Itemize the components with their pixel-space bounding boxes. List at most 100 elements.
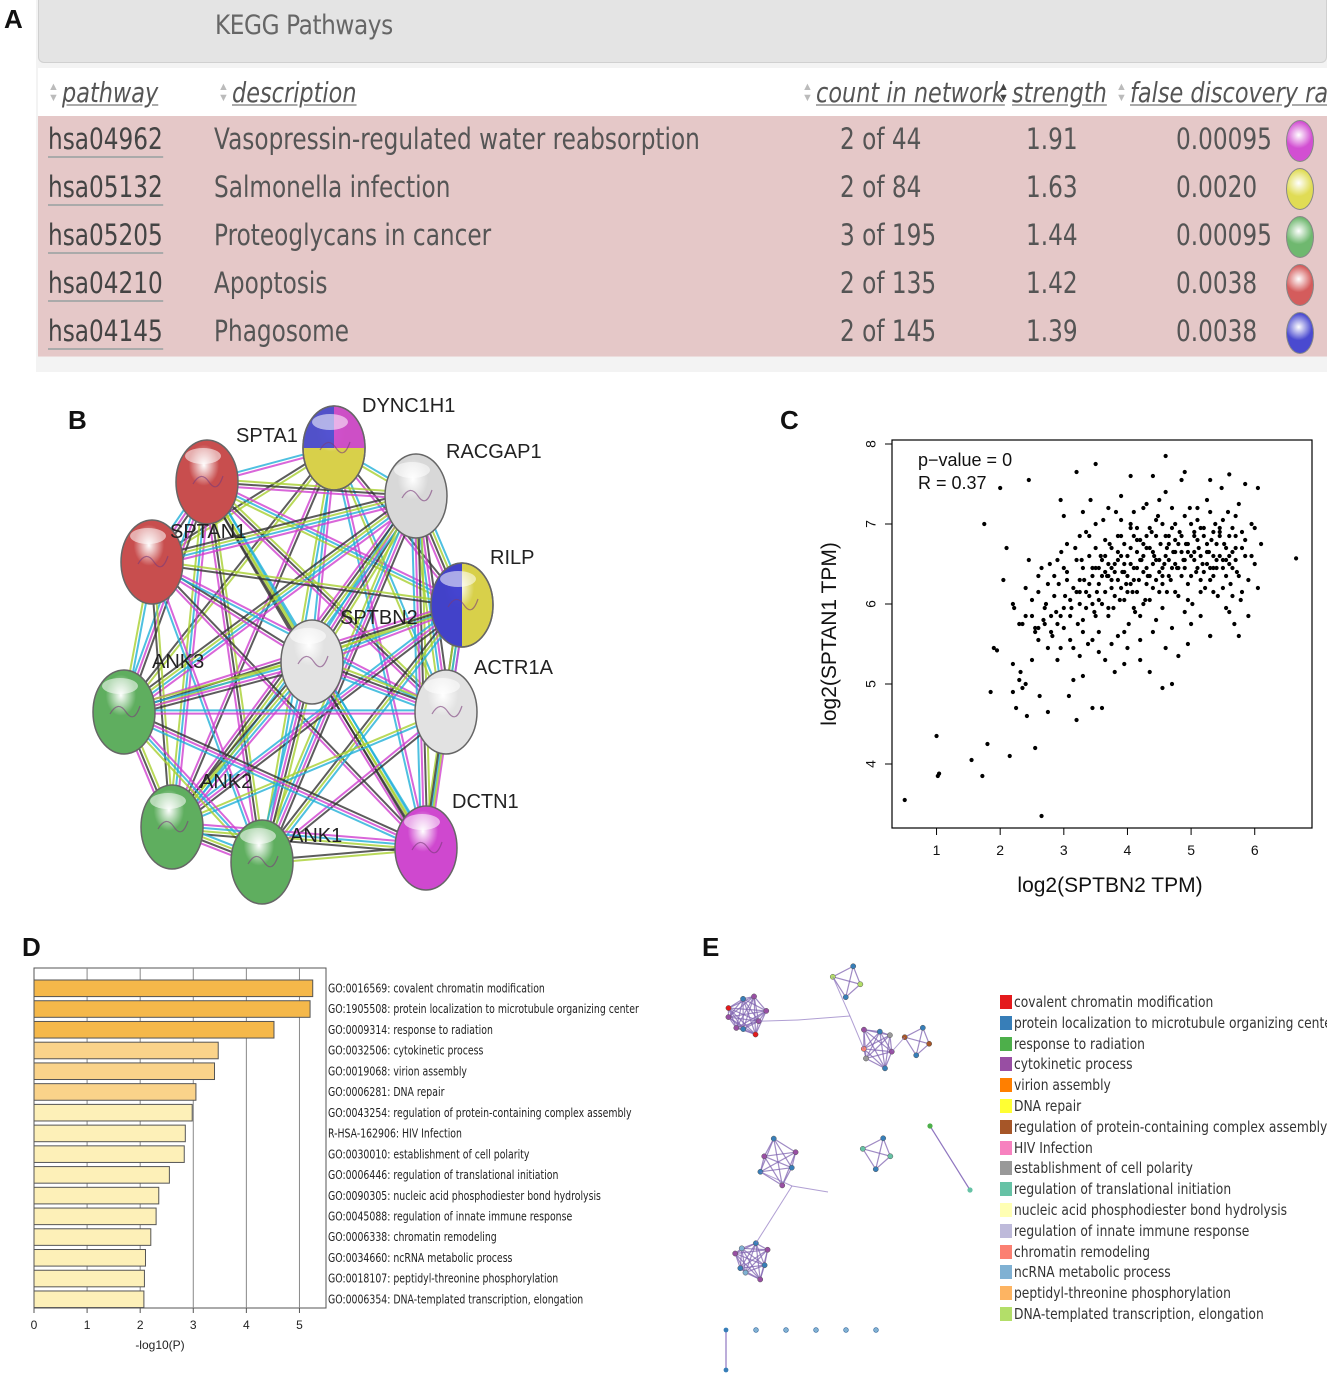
scatter-point: [1081, 618, 1085, 622]
scatter-point: [1132, 578, 1136, 582]
network-node: [861, 1046, 866, 1051]
scatter-point: [1122, 542, 1126, 546]
header-count[interactable]: count in network: [816, 76, 1005, 109]
network-node-actr1a[interactable]: [415, 670, 477, 754]
x-axis-label: -log10(P): [135, 1338, 184, 1352]
scatter-point: [1189, 574, 1193, 578]
network-node-label: SPTAN1: [170, 521, 246, 543]
scatter-point: [1081, 510, 1085, 514]
network-node-ank1[interactable]: [231, 820, 293, 904]
header-description[interactable]: description: [232, 76, 357, 109]
header-pathway[interactable]: pathway: [62, 76, 158, 109]
scatter-point: [1227, 534, 1231, 538]
pathway-id[interactable]: hsa05132: [48, 170, 163, 206]
scatter-point: [1189, 522, 1193, 526]
y-tick-label: 4: [863, 760, 879, 768]
sort-desc-icon[interactable]: ▲▼: [998, 82, 1009, 104]
scatter-point: [1164, 490, 1168, 494]
y-tick-label: 6: [863, 600, 879, 608]
pathway-id[interactable]: hsa04145: [48, 314, 163, 350]
bar: [34, 1229, 151, 1246]
network-node-label: RILP: [490, 547, 534, 569]
scatter-point: [1017, 622, 1021, 626]
scatter-point: [1216, 594, 1220, 598]
scatter-point: [1234, 558, 1238, 562]
scatter-point: [1160, 522, 1164, 526]
bar: [34, 1146, 184, 1163]
header-strength[interactable]: strength: [1012, 76, 1107, 109]
string-network: DYNC1H1SPTA1RACGAP1SPTAN1RILPSPTBN2ACTR1…: [80, 390, 640, 930]
network-node-spta1[interactable]: [176, 440, 238, 524]
bar: [34, 1125, 185, 1142]
scatter-point: [1027, 478, 1031, 482]
legend-swatch: [1000, 1057, 1012, 1071]
network-node-racgap1[interactable]: [385, 454, 447, 538]
scatter-point: [1214, 558, 1218, 562]
legend-swatch: [1000, 1182, 1012, 1196]
scatter-point: [1151, 562, 1155, 566]
scatter-point: [1043, 622, 1047, 626]
scatter-point: [1018, 670, 1022, 674]
sort-icon[interactable]: ▲▼: [48, 82, 59, 104]
network-node: [844, 1328, 849, 1333]
scatter-point: [1012, 606, 1016, 610]
pathway-id[interactable]: hsa04962: [48, 122, 163, 158]
scatter-point: [1176, 594, 1180, 598]
network-node: [967, 1187, 972, 1192]
network-node-dync1h1[interactable]: [303, 406, 365, 490]
scatter-point: [1129, 474, 1133, 478]
scatter-point: [1114, 510, 1118, 514]
scatter-point: [1130, 590, 1134, 594]
pathway-description: Salmonella infection: [214, 170, 450, 204]
header-fdr[interactable]: false discovery rate: [1130, 76, 1327, 109]
count-in-network: 2 of 145: [840, 314, 936, 348]
panel-label-a: A: [4, 4, 23, 35]
network-link: [798, 1016, 850, 1020]
scatter-point: [1062, 514, 1066, 518]
scatter-point: [1095, 590, 1099, 594]
scatter-point: [1200, 562, 1204, 566]
x-tick-label: 5: [296, 1318, 303, 1332]
network-node-ank3[interactable]: [93, 670, 155, 754]
scatter-point: [1116, 534, 1120, 538]
legend-swatch: [1000, 1224, 1012, 1238]
network-node-ank2[interactable]: [141, 785, 203, 869]
scatter-point: [1132, 534, 1136, 538]
scatter-point: [1202, 534, 1206, 538]
scatter-point: [1074, 718, 1078, 722]
scatter-point: [1132, 510, 1136, 514]
network-node-sptbn2[interactable]: [281, 620, 343, 704]
network-node: [751, 994, 756, 999]
network-node-rilp[interactable]: [431, 563, 493, 647]
scatter-point: [1179, 478, 1183, 482]
count-in-network: 2 of 44: [840, 122, 921, 156]
scatter-point: [1170, 506, 1174, 510]
network-node-dctn1[interactable]: [395, 806, 457, 890]
scatter-point: [1135, 590, 1139, 594]
pathway-id[interactable]: hsa04210: [48, 266, 163, 302]
scatter-point: [1059, 498, 1063, 502]
scatter-point: [1103, 570, 1107, 574]
sort-icon[interactable]: ▲▼: [218, 82, 229, 104]
sort-icon[interactable]: ▲▼: [1116, 82, 1127, 104]
network-node: [764, 1008, 769, 1013]
scatter-point: [1092, 610, 1096, 614]
legend-swatch: [1000, 1245, 1012, 1259]
network-node-label: DYNC1H1: [362, 395, 455, 417]
scatter-point: [1222, 542, 1226, 546]
scatter-point: [1065, 570, 1069, 574]
scatter-point: [1036, 590, 1040, 594]
network-node: [858, 982, 863, 987]
scatter-point: [1160, 566, 1164, 570]
scatter-point: [1148, 574, 1152, 578]
sort-icon[interactable]: ▲▼: [802, 82, 813, 104]
pathway-color-icon: [1286, 312, 1314, 354]
pathway-id[interactable]: hsa05205: [48, 218, 163, 254]
legend-swatch: [1000, 1141, 1012, 1155]
p-value-annotation: p−value = 0: [918, 450, 1012, 470]
